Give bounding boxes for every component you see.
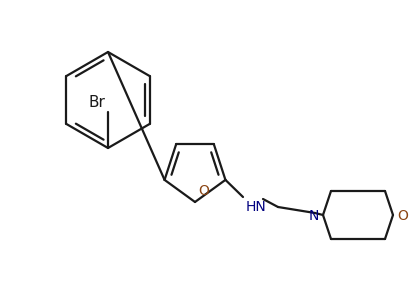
Text: Br: Br	[88, 95, 105, 110]
Text: O: O	[396, 209, 407, 223]
Text: HN: HN	[245, 200, 266, 214]
Text: N: N	[308, 209, 318, 223]
Text: O: O	[197, 184, 209, 198]
